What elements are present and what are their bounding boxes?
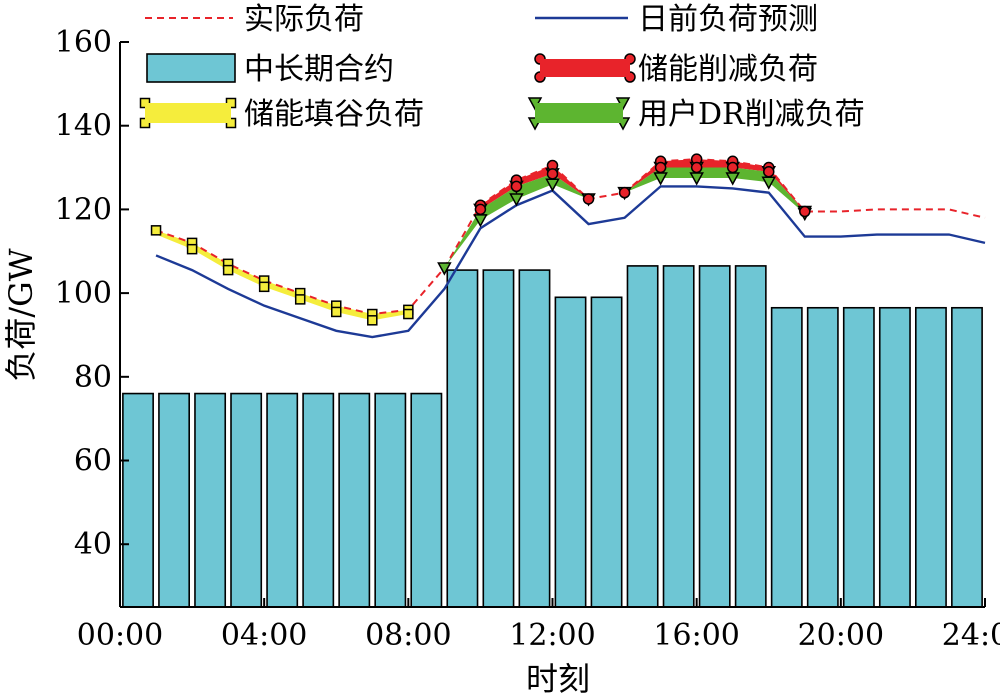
legend-label-forecast: 日前负荷预测	[638, 2, 818, 37]
lines-layer	[155, 158, 986, 339]
x-axis-title: 时刻	[526, 660, 590, 698]
dr-cut-marker-upper-9	[437, 262, 452, 276]
storage-cut-marker-lower-10	[474, 203, 487, 216]
storage-cut-marker-upper-13	[582, 193, 595, 205]
contract-bar-10	[446, 269, 479, 608]
dr-cut-marker-lower-17	[725, 172, 740, 186]
contract-bar-9	[410, 392, 443, 608]
contract-bar-15	[626, 265, 659, 608]
storage-fill-marker-lower-8	[403, 308, 414, 320]
y-tick-label-40: 40	[74, 527, 112, 562]
y-tick-label-140: 140	[55, 109, 112, 144]
contract-bar-12	[518, 269, 551, 608]
contract-bar-21	[842, 306, 875, 608]
legend-label-actual: 实际负荷	[244, 2, 364, 37]
contract-bar-23	[914, 306, 947, 608]
x-tick-label-4: 04:00	[221, 618, 307, 653]
storage-fill-marker-lower-3	[222, 264, 234, 276]
storage-cut-marker-upper-19	[799, 205, 811, 218]
y-axis-title: 负荷/GW	[2, 248, 40, 381]
storage-cut-marker-lower-12	[546, 168, 559, 180]
contract-bar-8	[374, 392, 407, 608]
x-tick-label-8: 08:00	[365, 618, 451, 653]
contract-bar-16	[662, 265, 695, 608]
contract-bar-5	[266, 392, 299, 608]
storage-cut-marker-lower-17	[726, 161, 739, 174]
contract-bars	[122, 265, 983, 608]
contract-bar-24	[951, 306, 983, 608]
contract-bar-6	[302, 392, 335, 608]
contract-bar-7	[338, 392, 371, 608]
actual-line	[155, 158, 986, 316]
contract-bar-1	[122, 392, 154, 608]
storage-cut-marker-lower-16	[690, 161, 703, 174]
forecast-line	[155, 185, 986, 339]
dr-cut-marker-lower-16	[689, 172, 704, 186]
y-tick-label-80: 80	[74, 360, 112, 395]
legend-swatch-contract	[146, 53, 236, 83]
x-tick-label-12: 12:00	[509, 618, 595, 653]
contract-bar-3	[194, 392, 227, 608]
legend-label-storage-fill: 储能填谷负荷	[244, 97, 424, 132]
x-tick-label-20: 20:00	[798, 618, 884, 653]
storage-cut-marker-lower-18	[763, 165, 775, 178]
contract-bar-17	[698, 265, 731, 608]
x-tick-label-16: 16:00	[653, 618, 739, 653]
contract-bar-20	[806, 306, 839, 608]
storage-cut-marker-lower-11	[510, 180, 523, 193]
storage-cut-marker-upper-14	[618, 186, 631, 199]
legend-swatch-dr-cut	[535, 103, 623, 123]
legend-label-dr-cut: 用户DR削减负荷	[638, 97, 865, 132]
contract-bar-11	[482, 269, 515, 608]
y-tick-label-120: 120	[55, 192, 112, 227]
x-tick-label-24: 24:00	[942, 618, 1000, 653]
storage-fill-marker-lower-2	[186, 243, 198, 255]
y-tick-label-60: 60	[74, 444, 112, 479]
storage-fill-marker-lower-6	[331, 306, 342, 318]
x-tick-label-0: 00:00	[77, 618, 163, 653]
contract-bar-22	[878, 306, 911, 608]
legend-label-contract: 中长期合约	[244, 52, 394, 87]
contract-bar-4	[230, 392, 263, 608]
legend-label-storage-cut: 储能削减负荷	[638, 52, 818, 87]
storage-fill-marker-upper-1	[150, 225, 162, 236]
contract-bar-13	[554, 296, 587, 608]
legend-swatch-storage-fill	[145, 103, 231, 123]
contract-bar-19	[770, 306, 803, 608]
storage-fill-marker-lower-7	[367, 315, 378, 326]
axes: 40 60 80 100 120 140 160 00:00 04:00 08:00 12:00 16…	[55, 25, 1000, 653]
y-tick-label-100: 100	[55, 276, 112, 311]
dr-cut-marker-lower-11	[509, 193, 524, 207]
contract-bar-2	[158, 392, 191, 608]
storage-cut-marker-lower-15	[654, 161, 667, 174]
legend-swatch-storage-cut	[540, 59, 630, 77]
y-tick-label-160: 160	[55, 25, 112, 60]
storage-fill-marker-lower-4	[258, 281, 270, 293]
storage-fill-marker-lower-5	[294, 294, 306, 305]
contract-bar-14	[590, 296, 623, 608]
contract-bar-18	[734, 265, 767, 608]
